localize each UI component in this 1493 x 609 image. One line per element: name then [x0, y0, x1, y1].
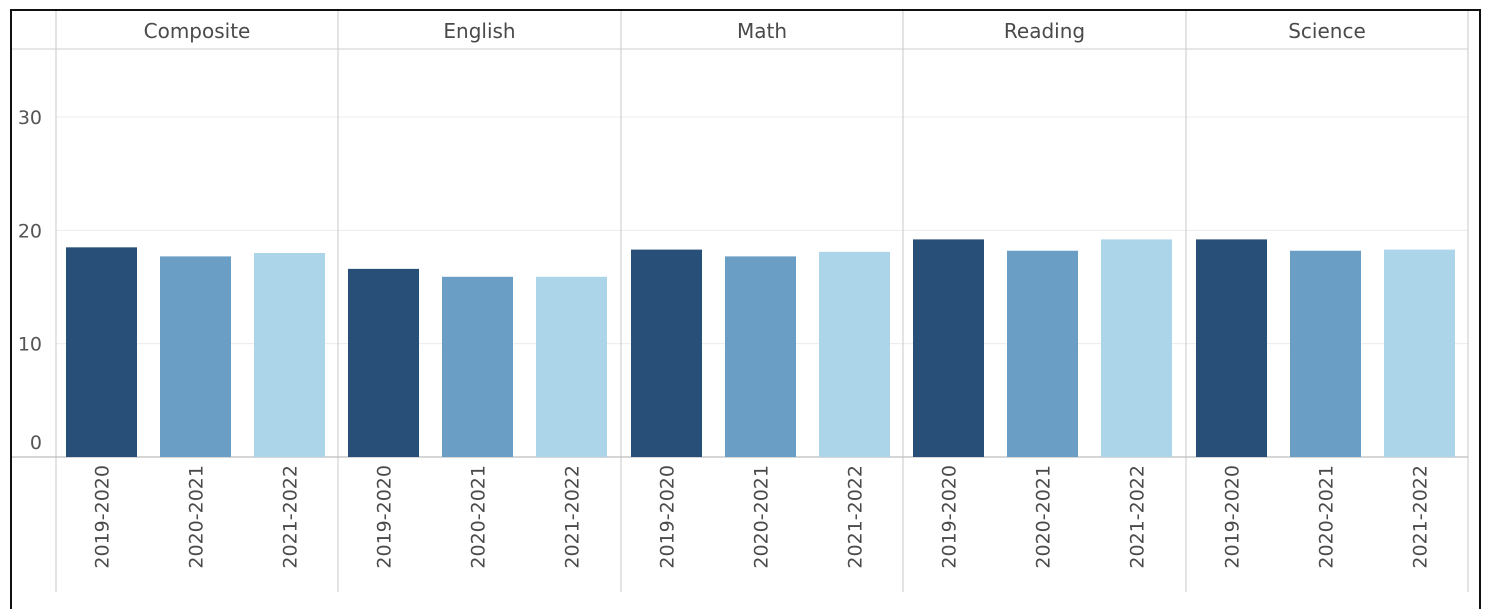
x-tick-label: 2020-2021 [751, 465, 773, 569]
x-tick-label: 2019-2020 [1222, 465, 1244, 569]
y-axis: 0 10 20 30 [18, 107, 42, 454]
chart-frame [10, 9, 1481, 609]
x-tick-label: 2021-2022 [845, 465, 867, 569]
y-tick-label: 0 [30, 432, 42, 454]
panel-header: Composite [144, 19, 251, 43]
panel-headers: Composite English Math Reading Science [144, 19, 1366, 43]
y-tick-label: 10 [18, 334, 42, 356]
x-tick-label: 2019-2020 [657, 465, 679, 569]
x-tick-label: 2020-2021 [468, 465, 490, 569]
bar-reading-2021-2022 [1101, 239, 1172, 457]
x-tick-label: 2021-2022 [1127, 465, 1149, 569]
bar-composite-2020-2021 [160, 256, 231, 457]
bar-science-2020-2021 [1290, 250, 1361, 457]
bars [66, 239, 1455, 457]
panel-header: Reading [1004, 19, 1085, 43]
bar-science-2021-2022 [1384, 249, 1455, 457]
x-axis: 2019-2020 2020-2021 2021-2022 2019-2020 2020… [92, 465, 1432, 569]
x-tick-label: 2021-2022 [280, 465, 302, 569]
panel-header: Math [737, 19, 787, 43]
bar-composite-2021-2022 [254, 253, 325, 457]
bar-math-2021-2022 [819, 251, 890, 457]
x-tick-label: 2019-2020 [374, 465, 396, 569]
bar-chart: 0 10 20 30 Composite English Math Reading Scien… [12, 11, 1469, 592]
panel-header: Science [1288, 19, 1366, 43]
x-tick-label: 2021-2022 [562, 465, 584, 569]
bar-science-2019-2020 [1196, 239, 1267, 457]
x-tick-label: 2021-2022 [1410, 465, 1432, 569]
x-tick-label: 2019-2020 [939, 465, 961, 569]
y-tick-label: 30 [18, 107, 42, 129]
bar-english-2019-2020 [348, 268, 419, 457]
x-tick-label: 2020-2021 [1033, 465, 1055, 569]
x-tick-label: 2020-2021 [1316, 465, 1338, 569]
x-tick-label: 2019-2020 [92, 465, 114, 569]
bar-composite-2019-2020 [66, 247, 137, 457]
bar-english-2020-2021 [442, 276, 513, 457]
bar-math-2019-2020 [631, 249, 702, 457]
bar-math-2020-2021 [725, 256, 796, 457]
panel-header: English [443, 19, 515, 43]
bar-reading-2019-2020 [913, 239, 984, 457]
bar-english-2021-2022 [536, 276, 607, 457]
y-tick-label: 20 [18, 220, 42, 242]
bar-reading-2020-2021 [1007, 250, 1078, 457]
x-tick-label: 2020-2021 [186, 465, 208, 569]
